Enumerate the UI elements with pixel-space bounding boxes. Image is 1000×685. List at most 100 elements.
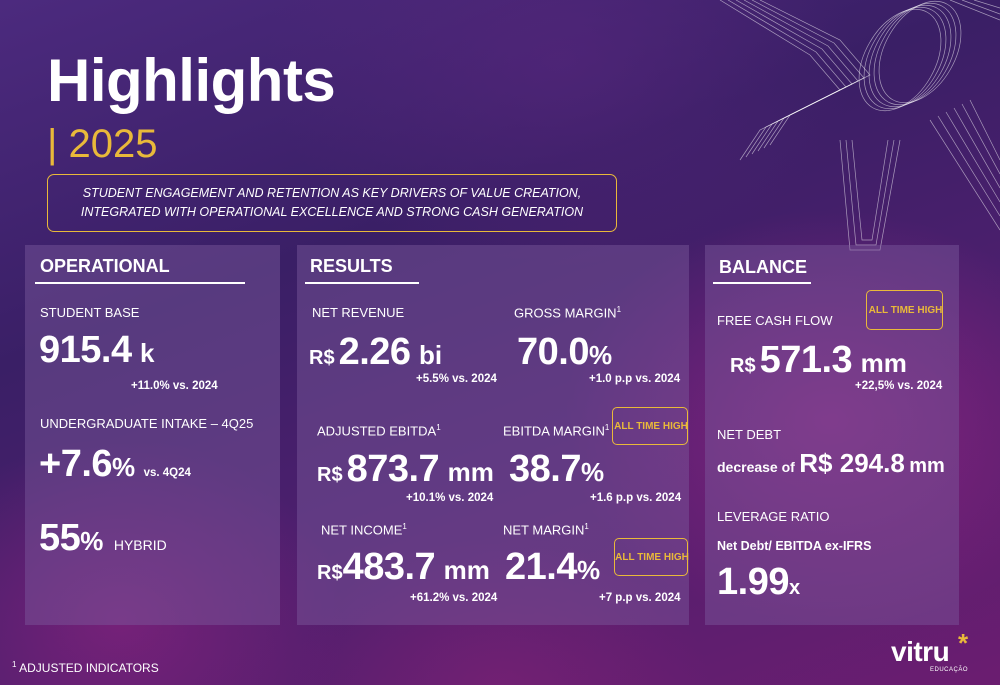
gross-margin-unit: % [588, 340, 613, 370]
fcf-change: +22,5% vs. 2024 [855, 380, 943, 392]
student-base-value: 915.4 [39, 329, 132, 371]
operational-heading: OPERATIONAL [40, 256, 170, 276]
vitru-logo: vitru [891, 636, 950, 667]
gross-margin-change: +1.0 p.p vs. 2024 [589, 373, 681, 385]
fcf-unit: mm [860, 348, 907, 378]
adj-ebitda-value: 873.7 [346, 448, 440, 490]
adj-ebitda-unit: mm [447, 457, 494, 487]
net-income-currency: R$ [317, 562, 343, 584]
gross-margin-value: 70.0 [517, 331, 589, 373]
student-base-change: +11.0% vs. 2024 [131, 380, 218, 392]
logo-subtitle: EDUCAÇÃO [930, 667, 969, 673]
balance-heading: BALANCE [719, 257, 807, 277]
net-margin-change: +7 p.p vs. 2024 [599, 592, 681, 604]
tagline-box: STUDENT ENGAGEMENT AND RETENTION AS KEY … [47, 174, 617, 232]
adj-ebitda-change: +10.1% vs. 2024 [406, 492, 494, 504]
student-base-figure: 915.4 k [39, 329, 155, 372]
all-time-high-badge: ALL TIME HIGH [866, 290, 943, 330]
leverage-sub: Net Debt/ EBITDA ex-IFRS [717, 539, 872, 553]
all-time-high-text: ALL TIME HIGH [615, 551, 689, 563]
footnote-marker: 1 [584, 522, 589, 531]
net-margin-value: 21.4 [505, 546, 577, 588]
student-base-unit: k [140, 338, 155, 368]
ebitda-margin-label-text: EBITDA MARGIN [503, 423, 605, 439]
footnote-text: ADJUSTED INDICATORS [19, 661, 159, 675]
logo-asterisk-icon: * [958, 628, 969, 658]
net-debt-label: NET DEBT [717, 427, 782, 442]
all-time-high-badge: ALL TIME HIGH [614, 538, 689, 576]
all-time-high-text: ALL TIME HIGH [614, 420, 688, 432]
operational-panel: OPERATIONAL STUDENT BASE 915.4 k +11.0% … [25, 245, 280, 625]
net-revenue-currency: R$ [309, 347, 335, 369]
footnote-marker: 1 [616, 305, 622, 314]
net-revenue-figure: R$ 2.26 bi [309, 331, 442, 374]
net-debt-unit: mm [909, 455, 945, 477]
results-heading-underline [305, 282, 419, 284]
net-margin-label-text: NET MARGIN [503, 522, 585, 538]
results-heading: RESULTS [310, 256, 393, 276]
intake-compare: vs. 4Q24 [143, 467, 191, 479]
net-income-change: +61.2% vs. 2024 [410, 592, 498, 604]
net-income-value: 483.7 [342, 546, 436, 588]
leverage-value: 1.99 [717, 561, 789, 603]
ebitda-margin-change: +1.6 p.p vs. 2024 [590, 492, 682, 504]
intake-value: +7.6 [39, 443, 113, 485]
leverage-figure: 1.99x [717, 561, 800, 604]
net-debt-prefix: decrease of [717, 459, 795, 475]
ebitda-margin-label: EBITDA MARGIN1 [503, 423, 609, 438]
fcf-figure: R$ 571.3 mm [730, 339, 907, 382]
adj-ebitda-figure: R$ 873.7 mm [317, 448, 494, 491]
adj-ebitda-label: ADJUSTED EBITDA1 [317, 423, 441, 438]
student-base-label: STUDENT BASE [40, 305, 140, 320]
ebitda-margin-value: 38.7 [509, 448, 581, 490]
page-year: | 2025 [47, 122, 158, 166]
decorative-ribbon-graphic [719, 0, 1000, 251]
operational-heading-underline [35, 282, 245, 284]
ebitda-margin-unit: % [580, 457, 605, 487]
net-income-unit: mm [443, 555, 490, 585]
net-revenue-label: NET REVENUE [312, 305, 405, 320]
net-income-label: NET INCOME1 [321, 522, 407, 537]
gross-margin-label: GROSS MARGIN1 [514, 305, 621, 320]
hybrid-figure: 55% HYBRID [39, 517, 167, 560]
footnote-superscript: 1 [12, 660, 17, 669]
fcf-label: FREE CASH FLOW [717, 313, 833, 328]
net-margin-unit: % [576, 555, 601, 585]
leverage-label: LEVERAGE RATIO [717, 509, 830, 524]
tagline-line-2: INTEGRATED WITH OPERATIONAL EXCELLENCE A… [80, 205, 584, 219]
hybrid-value: 55 [39, 517, 81, 559]
net-revenue-unit: bi [419, 340, 443, 370]
hybrid-label: HYBRID [113, 537, 167, 553]
fcf-value: 571.3 [759, 339, 853, 381]
hybrid-unit: % [80, 526, 104, 556]
gross-margin-figure: 70.0% [517, 331, 612, 374]
adj-ebitda-label-text: ADJUSTED EBITDA [317, 423, 437, 439]
footnote: 1 ADJUSTED INDICATORS [12, 660, 159, 675]
balance-panel: BALANCE ALL TIME HIGH FREE CASH FLOW R$ 5… [705, 245, 959, 625]
net-revenue-value: 2.26 [338, 331, 411, 373]
intake-label: UNDERGRADUATE INTAKE – 4Q25 [40, 416, 254, 431]
leverage-unit: x [788, 577, 801, 599]
footnote-marker: 1 [402, 522, 407, 531]
page-title: Highlights [47, 47, 336, 114]
all-time-high-badge: ALL TIME HIGH [612, 407, 688, 445]
footnote-marker: 1 [604, 423, 610, 432]
net-debt-value: R$ 294.8 [799, 448, 905, 478]
all-time-high-text: ALL TIME HIGH [868, 304, 943, 316]
footnote-marker: 1 [436, 423, 441, 432]
adj-ebitda-currency: R$ [317, 464, 343, 486]
net-income-figure: R$483.7 mm [317, 546, 490, 589]
net-margin-label: NET MARGIN1 [503, 522, 589, 537]
results-panel: RESULTS NET REVENUE R$ 2.26 bi +5.5% vs. … [297, 245, 689, 625]
fcf-currency: R$ [730, 355, 756, 377]
net-revenue-change: +5.5% vs. 2024 [416, 373, 497, 385]
ebitda-margin-figure: 38.7% [509, 448, 604, 491]
tagline-line-1: STUDENT ENGAGEMENT AND RETENTION AS KEY … [82, 186, 582, 200]
net-margin-figure: 21.4% [505, 546, 600, 589]
intake-unit: % [112, 452, 136, 482]
net-income-label-text: NET INCOME [321, 522, 403, 538]
intake-figure: +7.6% vs. 4Q24 [39, 443, 191, 486]
net-debt-figure: decrease of R$ 294.8 mm [717, 448, 945, 479]
balance-heading-underline [713, 282, 811, 284]
gross-margin-label-text: GROSS MARGIN [514, 305, 617, 321]
